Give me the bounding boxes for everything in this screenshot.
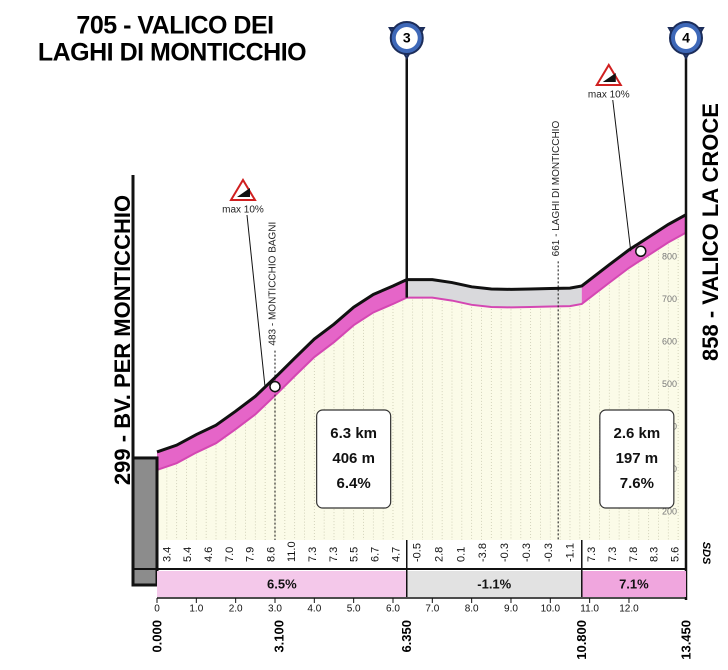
gradient-label: 4.7 [390, 547, 402, 562]
gradient-label: -0.3 [543, 543, 555, 562]
climb-stat: 406 m [332, 450, 375, 467]
km-mark-label: 10.800 [574, 620, 589, 660]
section-label: 7.1% [619, 576, 649, 591]
max-dot [635, 245, 647, 257]
gradient-label: -0.5 [412, 543, 424, 562]
section-label: -1.1% [477, 576, 511, 591]
gradient-label: 5.5 [349, 547, 361, 562]
end-label: 858 - VALICO LA CROCE [698, 103, 723, 361]
waypoint-label: 661 - LAGHI DI MONTICCHIO [551, 121, 562, 257]
x-tick-label: 11.0 [580, 604, 599, 615]
x-tick-label: 3.0 [268, 604, 282, 615]
gradient-label: 5.4 [182, 547, 194, 562]
brand: SDS [700, 542, 712, 565]
gradient-label: 7.9 [245, 547, 257, 562]
gradient-label: -0.3 [521, 543, 533, 562]
x-tick-label: 12.0 [619, 604, 639, 615]
x-tick-label: 1.0 [189, 604, 203, 615]
start-label: 299 - BV. PER MONTICCHIO [110, 195, 135, 485]
sprint-label: 3 [403, 30, 411, 46]
gradient-label: 7.3 [607, 547, 619, 562]
max-label: max 10% [222, 205, 264, 216]
y-tick-label: 700 [662, 294, 677, 304]
x-tick-label: 0 [154, 604, 160, 615]
gradient-label: 7.3 [307, 547, 319, 562]
gradient-label: -0.3 [499, 543, 511, 562]
climb-stat: 6.3 km [330, 425, 377, 442]
profile-band [406, 279, 582, 308]
x-tick-label: 2.0 [229, 604, 243, 615]
gradient-label: 7.0 [224, 547, 236, 562]
start-column [131, 456, 159, 587]
profile-line [156, 231, 687, 471]
max-icon-slope [236, 188, 250, 197]
gradient-label: 4.6 [203, 547, 215, 562]
x-tick-label: 7.0 [425, 604, 439, 615]
x-tick-label: 6.0 [386, 604, 400, 615]
y-tick-label: 200 [662, 506, 677, 516]
gradient-label: -3.8 [477, 543, 489, 562]
y-tick-label: 600 [662, 337, 677, 347]
gradient-label: 7.8 [628, 547, 640, 562]
y-tick-label: 500 [662, 379, 677, 389]
km-mark-label: 13.450 [678, 620, 693, 660]
title-line: LAGHI DI MONTICCHIO [38, 39, 306, 67]
x-tick-label: 5.0 [347, 604, 361, 615]
max-leader [612, 99, 632, 252]
max-icon-slope [602, 73, 616, 82]
climb-stat: 6.4% [337, 475, 371, 492]
y-tick-label: 800 [662, 252, 677, 262]
km-mark-label: 6.350 [399, 620, 414, 653]
profile-band [157, 279, 407, 470]
profile-edge [156, 213, 687, 454]
section-bar [157, 571, 407, 597]
x-tick-label: 8.0 [465, 604, 479, 615]
gradient-label: 7.3 [328, 547, 340, 562]
climb-stat: 197 m [616, 450, 659, 467]
gradient-label: 6.7 [369, 547, 381, 562]
max-leader [246, 214, 266, 387]
section-label: 6.5% [267, 576, 297, 591]
x-tick-label: 10.0 [541, 604, 561, 615]
sprint-label: 4 [682, 30, 690, 46]
ground-area [157, 232, 686, 541]
climb-box [316, 409, 392, 509]
sprint-badge-inner [395, 27, 418, 49]
gradient-label: 2.8 [433, 547, 445, 562]
waypoint-label: 483 - MONTICCHIO BAGNI [268, 222, 279, 346]
gradient-label: 8.3 [649, 547, 661, 562]
gradient-label: 11.0 [286, 541, 298, 562]
title-line: 705 - VALICO DEI [76, 12, 273, 40]
x-tick-label: 9.0 [504, 604, 518, 615]
section-bar [406, 571, 582, 597]
climb-box [599, 409, 675, 509]
climb-stat: 7.6% [620, 475, 654, 492]
km-mark-label: 0.000 [149, 620, 164, 653]
gradient-label: -1.1 [565, 543, 577, 562]
profile-band [581, 214, 686, 304]
sprint-badge-inner [675, 27, 697, 49]
gradient-label: 8.6 [265, 547, 277, 562]
km-mark-label: 3.100 [271, 620, 286, 653]
gradient-label: 7.3 [586, 547, 598, 562]
gradient-label: 3.4 [161, 547, 173, 562]
x-tick-label: 4.0 [307, 604, 321, 615]
gradient-label: 5.6 [669, 547, 681, 562]
gradient-label: 0.1 [455, 547, 467, 562]
max-label: max 10% [588, 90, 630, 101]
section-bar [581, 571, 686, 597]
max-dot [269, 380, 281, 393]
climb-stat: 2.6 km [613, 425, 660, 442]
